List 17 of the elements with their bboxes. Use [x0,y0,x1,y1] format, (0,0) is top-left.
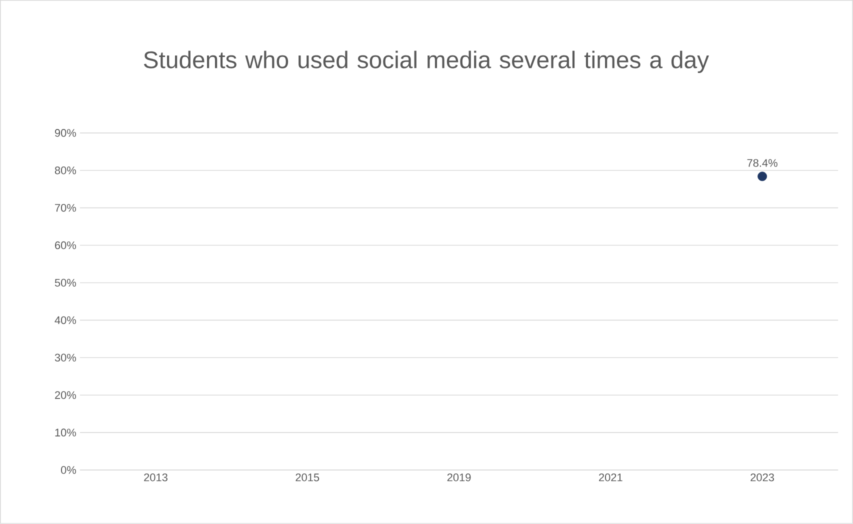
x-tick-label: 2021 [599,474,622,482]
y-tick-label: 60% [55,241,76,250]
data-label: 78.4% [747,159,778,167]
y-tick-label: 50% [54,278,76,287]
y-tick-label: 30% [54,354,76,362]
y-tick-label: 20% [55,391,76,400]
x-tick-label: 2019 [447,474,471,482]
x-tick-label: 2015 [296,474,320,482]
y-tick-label: 10% [55,428,76,436]
y-tick-label: 70% [55,204,76,212]
y-tick-label: 80% [54,166,76,174]
y-tick-label: 90% [54,129,76,137]
chart-title: Students who used social media several times a day [144,50,709,74]
y-tick-label: 0% [60,466,76,474]
x-tick-label: 2013 [144,474,168,482]
x-tick-label: 2023 [750,474,774,482]
y-tick-label: 40% [54,316,76,324]
